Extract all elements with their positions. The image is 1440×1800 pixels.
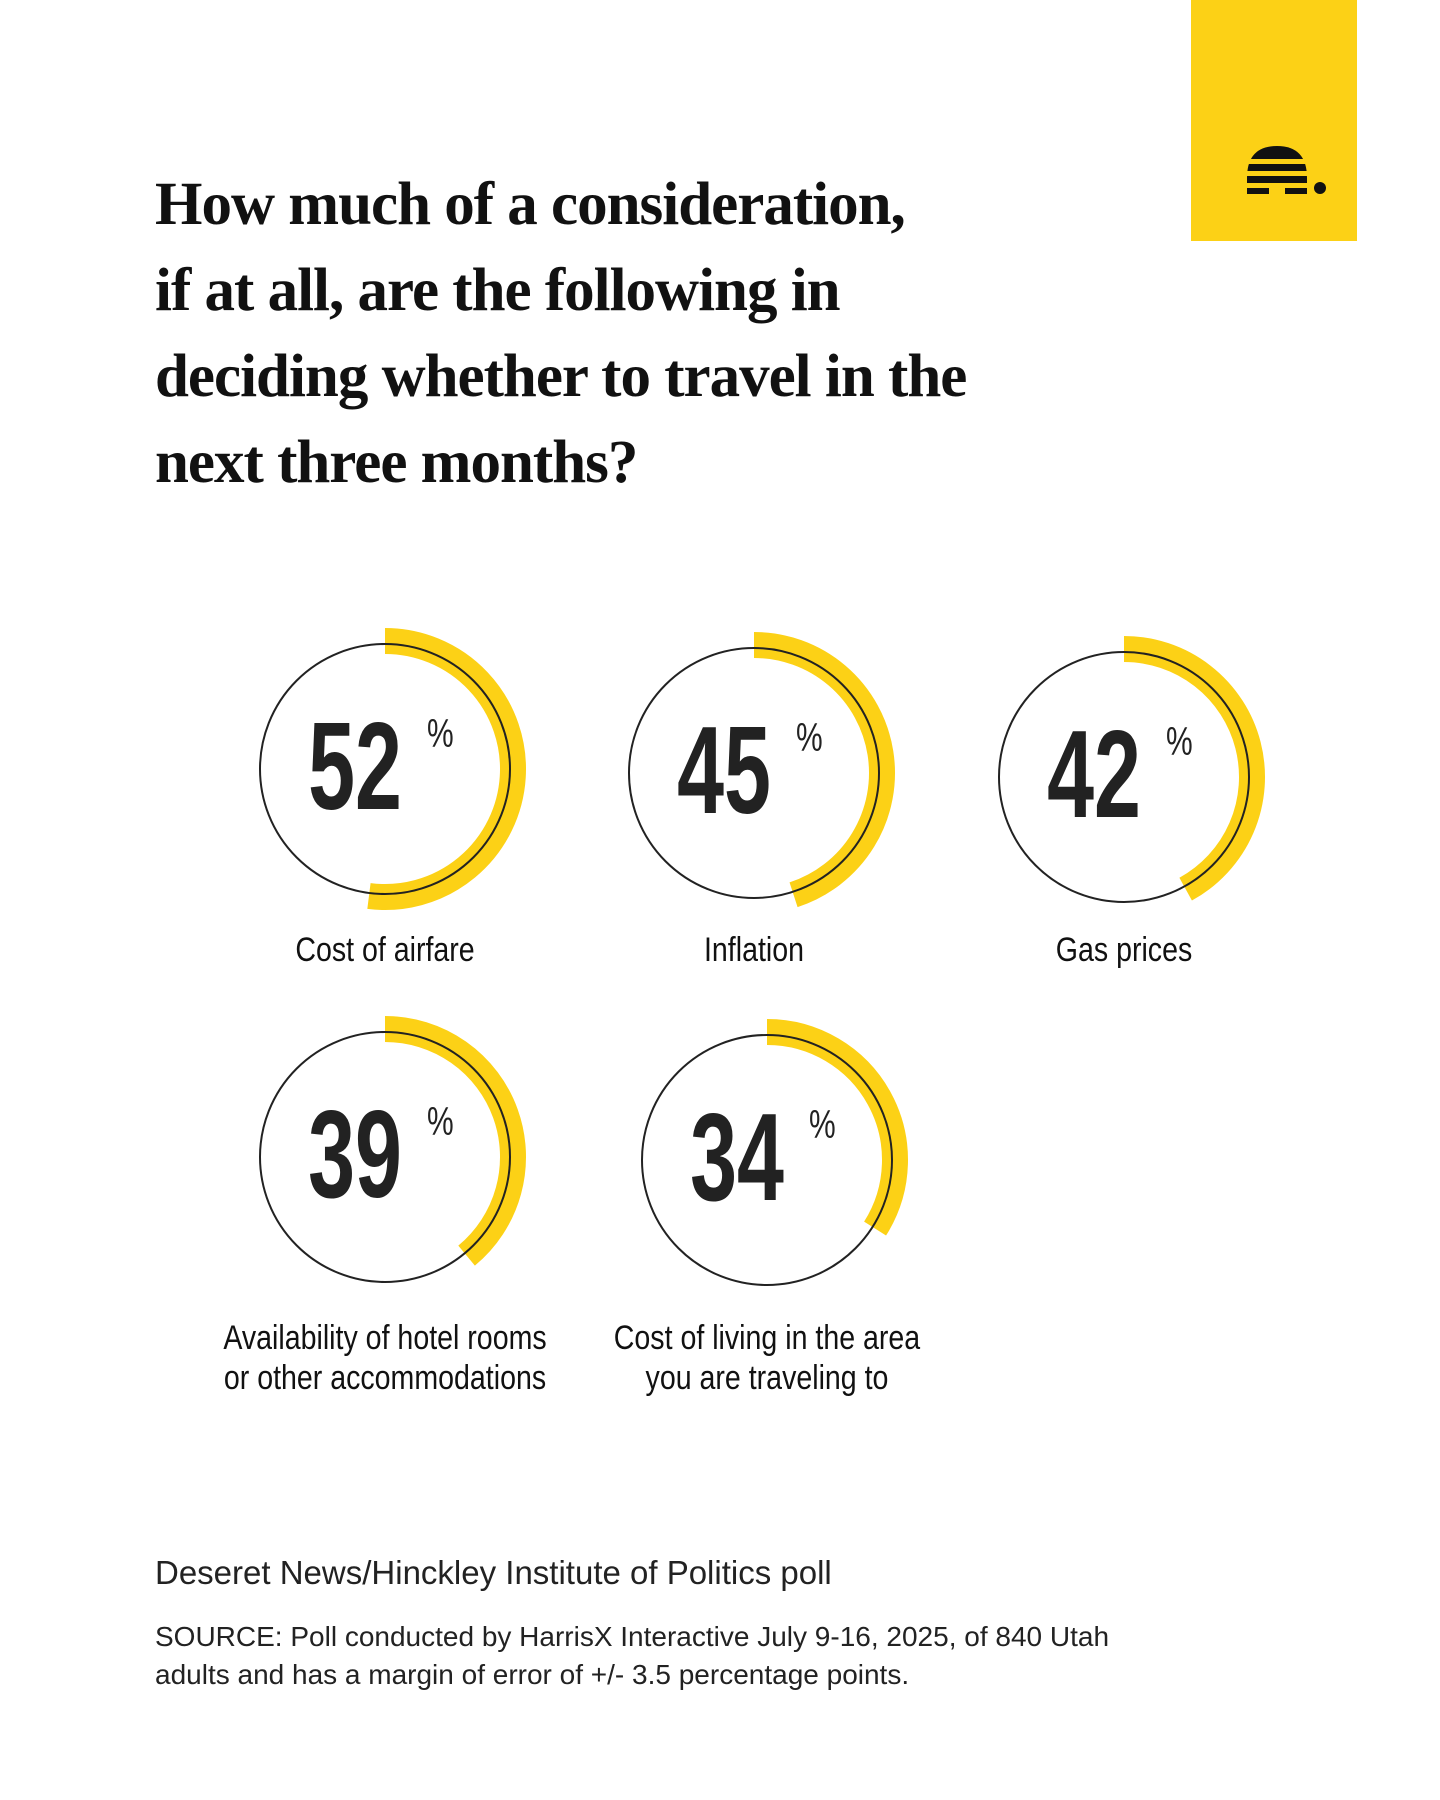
gauge-arc	[367, 628, 526, 910]
category-label: Availability of hotel rooms or other acc…	[223, 1319, 547, 1397]
logo-box	[1191, 0, 1357, 241]
value-label: 42	[1047, 706, 1141, 844]
value-group: 52	[308, 698, 402, 836]
source: SOURCE: Poll conducted by HarrisX Intera…	[155, 1621, 1110, 1690]
value-group: 45	[677, 702, 771, 840]
gauge-arc	[766, 1019, 908, 1236]
gauge-arc	[1123, 636, 1265, 901]
gauge-ring	[641, 1034, 893, 1286]
subtitle: Deseret News/Hinckley Institute of Polit…	[155, 1554, 832, 1591]
unit-label: %	[1166, 720, 1193, 764]
logo-hive	[1247, 146, 1307, 194]
category-label: Cost of living in the area you are trave…	[613, 1319, 921, 1397]
gauge-ring	[259, 643, 511, 895]
title: How much of a consideration, if at all, …	[155, 171, 967, 496]
gauge-ring	[998, 651, 1250, 903]
value-group: 34	[690, 1089, 784, 1227]
logo-door	[1269, 183, 1285, 194]
gauge-ring	[259, 1031, 511, 1283]
gauge-ring	[628, 647, 880, 899]
value-label: 34	[690, 1089, 784, 1227]
logo-dot	[1314, 182, 1326, 194]
value-group: 39	[308, 1086, 402, 1224]
category-label: Inflation	[703, 931, 805, 969]
value-label: 45	[677, 702, 771, 840]
unit-label: %	[809, 1103, 836, 1147]
value-label: 39	[308, 1086, 402, 1224]
category-label: Cost of airfare	[295, 931, 475, 969]
logo	[1243, 146, 1326, 194]
value-group: 42	[1047, 706, 1141, 844]
logo-stripe	[1243, 159, 1313, 164]
category-label: Gas prices	[1055, 931, 1193, 969]
gauge-arc	[384, 1016, 526, 1266]
unit-label: %	[427, 712, 454, 756]
value-label: 52	[308, 698, 402, 836]
unit-label: %	[796, 716, 823, 760]
gauge-arc	[753, 632, 895, 908]
unit-label: %	[427, 1100, 454, 1144]
logo-stripe	[1243, 171, 1313, 176]
